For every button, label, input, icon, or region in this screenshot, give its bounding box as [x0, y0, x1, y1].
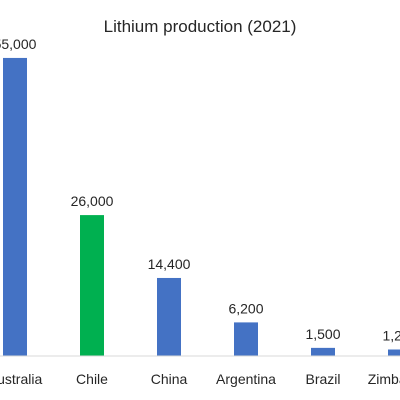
data-label-argentina: 6,200 — [228, 300, 263, 316]
x-tick-china: China — [151, 371, 188, 387]
bar-chile — [80, 215, 104, 356]
data-label-zimbabwe: 1,200 — [382, 327, 400, 343]
x-tick-brazil: Brazil — [305, 371, 340, 387]
bars-group — [3, 57, 400, 356]
x-tick-zimbabwe: Zimbabwe — [368, 371, 400, 387]
data-label-china: 14,400 — [148, 256, 191, 272]
x-tick-argentina: Argentina — [216, 371, 276, 387]
bar-brazil — [311, 347, 335, 356]
bar-china — [157, 277, 181, 356]
data-label-brazil: 1,500 — [305, 326, 340, 342]
x-tick-chile: Chile — [76, 371, 108, 387]
x-tick-australia: Australia — [0, 371, 42, 387]
data-labels-group: 55,000 26,000 14,400 6,200 1,500 1,200 — [0, 36, 400, 344]
data-label-australia: 55,000 — [0, 36, 37, 52]
bar-zimbabwe — [388, 349, 400, 356]
chart-title: Lithium production (2021) — [104, 17, 297, 36]
data-label-chile: 26,000 — [71, 193, 114, 209]
bar-australia — [3, 57, 27, 356]
bar-argentina — [234, 322, 258, 356]
x-tick-labels-group: Australia Chile China Argentina Brazil Zimbab… — [0, 371, 400, 387]
